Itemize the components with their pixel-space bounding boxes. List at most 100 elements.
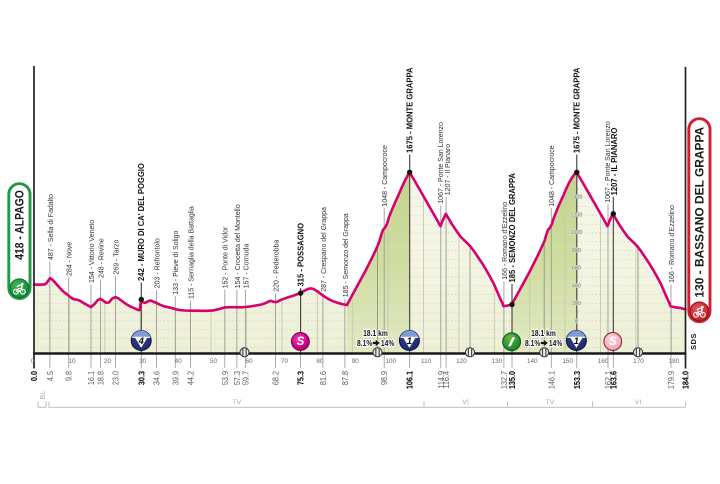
svg-text:TV: TV [233,399,242,406]
svg-text:110: 110 [421,358,432,365]
svg-text:30.3: 30.3 [137,371,146,385]
svg-text:170: 170 [633,358,644,365]
svg-text:166 - Romano d'Ezzelino: 166 - Romano d'Ezzelino [667,205,676,283]
svg-text:34.6: 34.6 [152,371,161,385]
svg-text:8.1%: 8.1% [525,338,541,348]
svg-text:50: 50 [210,358,218,365]
svg-text:203 - Refrontolo: 203 - Refrontolo [152,238,161,288]
svg-text:1048 - Campocroce: 1048 - Campocroce [380,145,389,206]
svg-text:1048 - Campocroce: 1048 - Campocroce [547,145,556,206]
svg-text:180: 180 [669,358,680,365]
svg-text:106.1: 106.1 [405,371,414,389]
svg-text:152 - Ponte di Vidor: 152 - Ponte di Vidor [220,226,229,288]
svg-text:154 - Crocetta del Montello: 154 - Crocetta del Montello [233,204,242,288]
svg-text:1675 - MONTE GRAPPA: 1675 - MONTE GRAPPA [405,67,414,153]
svg-text:4.5: 4.5 [46,371,55,381]
svg-text:140: 140 [527,358,538,365]
svg-text:TV: TV [546,399,555,406]
svg-text:18.1 km: 18.1 km [363,328,388,338]
svg-text:487 - Sella di Fadalto: 487 - Sella di Fadalto [46,194,55,260]
svg-text:133 - Pieve di Soligo: 133 - Pieve di Soligo [171,231,180,295]
svg-text:418 - ALPAGO: 418 - ALPAGO [14,190,27,260]
svg-text:157 - Cornuda: 157 - Cornuda [241,243,250,289]
svg-text:98.9: 98.9 [380,371,389,385]
svg-text:185 - SEMONZO DEL GRAPPA: 185 - SEMONZO DEL GRAPPA [508,173,517,283]
svg-text:30: 30 [139,358,147,365]
svg-text:315 - POSSAGNO: 315 - POSSAGNO [296,223,305,287]
svg-text:154 - Vittorio Veneto: 154 - Vittorio Veneto [87,220,96,283]
svg-text:1: 1 [574,335,579,346]
svg-text:S: S [297,336,305,348]
svg-text:162.1: 162.1 [604,371,613,389]
svg-text:179.9: 179.9 [667,371,676,389]
svg-text:185 - Semonzo del Grappa: 185 - Semonzo del Grappa [341,212,350,297]
svg-text:20: 20 [104,358,112,365]
svg-text:40: 40 [175,358,183,365]
svg-text:200: 200 [572,301,581,307]
svg-text:287 - Crespano del Grappa: 287 - Crespano del Grappa [319,206,328,292]
svg-text:160: 160 [598,358,609,365]
svg-text:800: 800 [572,248,581,254]
svg-text:242 - MURO DI CA' DEL POGGIO: 242 - MURO DI CA' DEL POGGIO [137,163,146,281]
svg-text:1207 - Il Pianaro: 1207 - Il Pianaro [443,144,452,195]
svg-text:120: 120 [456,358,467,365]
svg-text:4: 4 [138,335,145,346]
svg-text:269 - Tarzo: 269 - Tarzo [111,240,120,275]
svg-text:115 - Sernaglia della Battagli: 115 - Sernaglia della Battaglia [186,205,195,299]
svg-text:150: 150 [562,358,573,365]
svg-text:90: 90 [352,358,360,365]
svg-text:166 - Romano d'Ezzelino: 166 - Romano d'Ezzelino [500,202,509,280]
svg-text:146.1: 146.1 [547,371,556,389]
svg-text:220 - Pederobba: 220 - Pederobba [271,239,280,292]
svg-text:9.8: 9.8 [64,371,73,381]
svg-text:14%: 14% [381,338,395,348]
svg-text:1000: 1000 [570,230,582,236]
svg-text:1675 - MONTE GRAPPA: 1675 - MONTE GRAPPA [572,67,581,153]
svg-text:VI: VI [635,399,642,406]
svg-text:59.7: 59.7 [241,371,250,385]
svg-text:68.2: 68.2 [271,371,280,385]
svg-text:114.9: 114.9 [437,371,446,389]
svg-text:75.3: 75.3 [296,371,305,385]
svg-text:87.8: 87.8 [341,371,350,385]
svg-text:57.3: 57.3 [233,371,242,385]
svg-text:VI: VI [462,399,469,406]
svg-text:400: 400 [572,283,581,289]
svg-text:0.0: 0.0 [30,371,39,381]
svg-text:130: 130 [492,358,503,365]
svg-text:70: 70 [281,358,289,365]
svg-text:248 - Revine: 248 - Revine [96,238,105,278]
svg-text:1067 - Ponte San Lorenzo: 1067 - Ponte San Lorenzo [436,122,445,204]
svg-text:130 - BASSANO DEL GRAPPA: 130 - BASSANO DEL GRAPPA [692,127,706,298]
svg-text:39.9: 39.9 [171,371,180,385]
svg-text:SDS: SDS [689,333,698,350]
svg-text:1400: 1400 [570,195,582,201]
svg-text:60: 60 [245,358,253,365]
svg-text:116.4: 116.4 [442,371,451,389]
svg-text:23.0: 23.0 [111,371,120,385]
svg-text:600: 600 [572,266,581,272]
svg-text:14%: 14% [549,338,563,348]
svg-text:18.8: 18.8 [96,371,105,385]
svg-text:8.1%: 8.1% [357,338,373,348]
svg-text:163.6: 163.6 [609,371,618,389]
svg-text:132.7: 132.7 [500,371,509,389]
svg-text:0: 0 [31,358,35,365]
svg-text:BL: BL [38,391,47,400]
svg-text:0: 0 [575,319,578,325]
svg-text:10: 10 [68,358,76,365]
svg-text:1067 - Ponte San Lorenzo: 1067 - Ponte San Lorenzo [603,121,612,203]
svg-text:S: S [609,336,617,348]
svg-text:16.1: 16.1 [87,371,96,385]
svg-text:1200: 1200 [570,213,582,219]
svg-text:1: 1 [407,335,412,346]
svg-text:100: 100 [385,358,396,365]
svg-text:153.3: 153.3 [573,371,582,389]
svg-text:44.2: 44.2 [186,371,195,385]
svg-text:135.0: 135.0 [508,371,517,389]
svg-text:184.0: 184.0 [681,371,690,389]
svg-text:80: 80 [316,358,324,365]
svg-text:1207 - IL PIANARO: 1207 - IL PIANARO [610,128,619,196]
svg-text:284 - Nove: 284 - Nove [64,242,73,276]
svg-text:18.1 km: 18.1 km [531,328,556,338]
